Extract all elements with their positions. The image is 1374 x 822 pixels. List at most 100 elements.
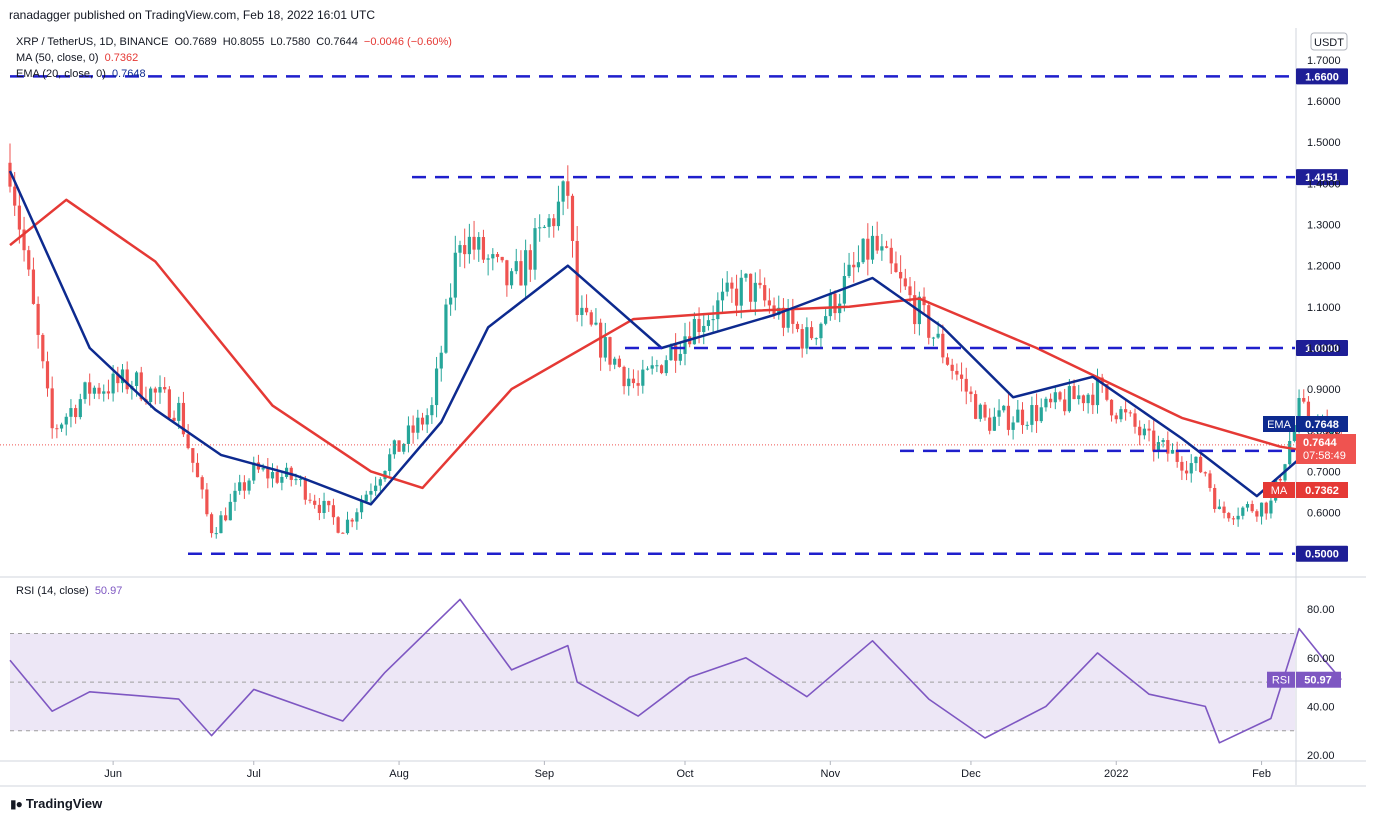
- candle[interactable]: [308, 493, 312, 504]
- candle[interactable]: [453, 235, 457, 311]
- candle[interactable]: [514, 248, 518, 275]
- symbol-legend[interactable]: XRP / TetherUS, 1D, BINANCE O0.7689 H0.8…: [16, 36, 452, 48]
- ma50-line[interactable]: [9, 198, 1342, 490]
- candle[interactable]: [1058, 390, 1062, 402]
- candle[interactable]: [106, 379, 111, 400]
- candle[interactable]: [950, 358, 954, 380]
- candle[interactable]: [1030, 396, 1034, 433]
- candle[interactable]: [327, 500, 331, 512]
- candle[interactable]: [1180, 456, 1184, 480]
- candle[interactable]: [1213, 484, 1217, 513]
- candle[interactable]: [17, 191, 21, 244]
- candle[interactable]: [247, 478, 251, 495]
- candle[interactable]: [242, 475, 246, 499]
- candle[interactable]: [805, 317, 809, 355]
- candle[interactable]: [809, 321, 814, 341]
- candle[interactable]: [988, 408, 992, 435]
- candle[interactable]: [369, 483, 373, 504]
- candle[interactable]: [533, 217, 537, 280]
- candle[interactable]: [1255, 509, 1259, 522]
- candle[interactable]: [959, 362, 964, 392]
- candle[interactable]: [599, 318, 603, 371]
- ema-legend[interactable]: EMA (20, close, 0) 0.7648: [16, 68, 146, 80]
- candle[interactable]: [781, 298, 786, 337]
- candle[interactable]: [617, 355, 621, 368]
- candle[interactable]: [27, 245, 31, 276]
- candle[interactable]: [1039, 398, 1043, 424]
- candle[interactable]: [899, 255, 903, 293]
- candle[interactable]: [416, 409, 420, 440]
- candle[interactable]: [800, 324, 804, 358]
- candle[interactable]: [749, 273, 753, 312]
- candle[interactable]: [589, 309, 593, 327]
- candle[interactable]: [636, 370, 640, 396]
- candle[interactable]: [734, 274, 739, 317]
- candle[interactable]: [791, 298, 795, 334]
- candle[interactable]: [903, 268, 907, 290]
- candle[interactable]: [580, 295, 584, 327]
- candle[interactable]: [777, 295, 781, 320]
- candle[interactable]: [955, 363, 959, 381]
- candle[interactable]: [397, 440, 401, 452]
- candle[interactable]: [153, 386, 157, 405]
- candle[interactable]: [1133, 408, 1137, 434]
- candle[interactable]: [964, 367, 968, 405]
- candle[interactable]: [824, 309, 828, 326]
- candle[interactable]: [1034, 393, 1039, 433]
- candle[interactable]: [406, 416, 411, 453]
- candle[interactable]: [125, 361, 129, 394]
- candle[interactable]: [195, 453, 200, 478]
- candle[interactable]: [505, 259, 509, 297]
- candle[interactable]: [861, 238, 865, 264]
- candle[interactable]: [1156, 435, 1161, 459]
- candle[interactable]: [889, 238, 893, 275]
- candle[interactable]: [1269, 494, 1273, 519]
- candle[interactable]: [252, 456, 256, 484]
- candle[interactable]: [730, 277, 734, 303]
- candle[interactable]: [683, 322, 687, 366]
- candle[interactable]: [411, 415, 415, 444]
- candle[interactable]: [542, 225, 546, 229]
- candle[interactable]: [627, 367, 631, 396]
- candle[interactable]: [795, 321, 800, 333]
- candle[interactable]: [847, 252, 851, 279]
- candle[interactable]: [945, 353, 950, 366]
- candle[interactable]: [434, 356, 439, 418]
- candle[interactable]: [167, 386, 171, 419]
- candle[interactable]: [481, 229, 486, 263]
- candle[interactable]: [983, 401, 987, 421]
- candle[interactable]: [1175, 441, 1179, 468]
- candle[interactable]: [566, 165, 570, 209]
- candle[interactable]: [1086, 393, 1090, 414]
- candle[interactable]: [238, 474, 242, 495]
- candle[interactable]: [444, 298, 448, 354]
- candle[interactable]: [1189, 454, 1193, 483]
- candle[interactable]: [500, 256, 504, 263]
- candle[interactable]: [1114, 412, 1118, 424]
- candle[interactable]: [41, 333, 45, 369]
- candle[interactable]: [1091, 383, 1095, 415]
- candle[interactable]: [275, 465, 279, 485]
- candle[interactable]: [528, 244, 532, 282]
- candle[interactable]: [186, 424, 190, 450]
- candle[interactable]: [219, 511, 223, 534]
- candle[interactable]: [908, 276, 912, 303]
- candle[interactable]: [495, 252, 500, 263]
- candle[interactable]: [674, 333, 678, 373]
- candle[interactable]: [467, 223, 471, 264]
- candle[interactable]: [350, 517, 354, 528]
- candle[interactable]: [763, 277, 767, 307]
- candle[interactable]: [205, 483, 209, 517]
- candle[interactable]: [388, 448, 392, 476]
- candle[interactable]: [1011, 416, 1015, 440]
- candle[interactable]: [191, 448, 195, 473]
- candle[interactable]: [425, 408, 429, 433]
- candle[interactable]: [50, 376, 54, 439]
- candle[interactable]: [538, 214, 542, 242]
- candle[interactable]: [645, 366, 650, 371]
- candle[interactable]: [36, 296, 40, 349]
- candle[interactable]: [997, 399, 1001, 426]
- candle[interactable]: [641, 359, 645, 394]
- candle[interactable]: [322, 492, 326, 519]
